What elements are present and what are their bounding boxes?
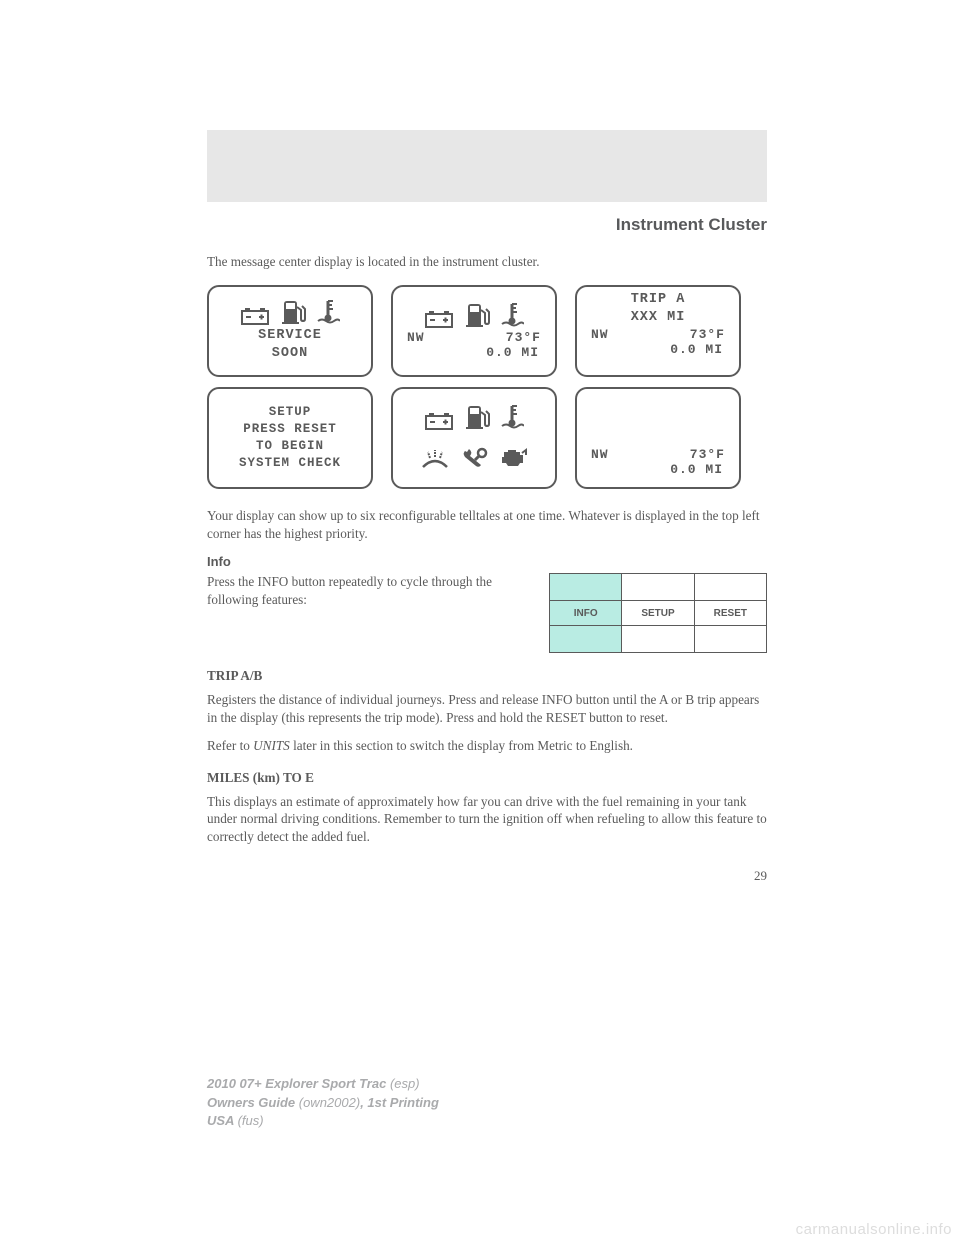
display-text: SOON: [272, 345, 308, 363]
fuel-icon: [464, 404, 490, 430]
compass-value: NW: [591, 327, 609, 342]
footer: 2010 07+ Explorer Sport Trac (esp) Owner…: [207, 1075, 439, 1130]
odo-value: 0.0 MI: [399, 345, 549, 360]
panel-cell: [550, 574, 622, 600]
odo-value: 0.0 MI: [583, 462, 733, 477]
setup-button[interactable]: SETUP: [622, 601, 694, 625]
temp-value: 73°F: [506, 330, 541, 345]
fuel-icon: [280, 299, 306, 325]
trip-para-2: Refer to UNITS later in this section to …: [207, 737, 767, 755]
trip-para-1: Registers the distance of individual jou…: [207, 691, 767, 727]
temp-icon: [500, 404, 524, 430]
panel-cell: [695, 626, 766, 652]
panel-cell: [695, 574, 766, 600]
display-row: NW 73°F: [583, 327, 733, 342]
wrench-icon: [460, 447, 488, 469]
temp-value: 73°F: [690, 447, 725, 462]
trip-value: XXX MI: [631, 309, 686, 327]
display-text: SETUP: [269, 404, 312, 421]
display-setup: SETUP PRESS RESET TO BEGIN SYSTEM CHECK: [207, 387, 373, 489]
footer-code: (esp): [390, 1076, 420, 1091]
display-text: SERVICE: [258, 327, 322, 345]
compass-value: NW: [407, 330, 425, 345]
text-span: later in this section to switch the disp…: [290, 738, 633, 753]
miles-heading: MILES (km) TO E: [207, 769, 767, 787]
reset-button[interactable]: RESET: [695, 601, 766, 625]
battery-icon: [424, 308, 454, 328]
miles-para: This displays an estimate of approximate…: [207, 793, 767, 846]
display-blank-compass: NW 73°F 0.0 MI: [575, 387, 741, 489]
content-area: Instrument Cluster The message center di…: [207, 215, 767, 884]
display-trip-a: TRIP A XXX MI NW 73°F 0.0 MI: [575, 285, 741, 377]
footer-region: USA: [207, 1113, 238, 1128]
info-button[interactable]: INFO: [550, 601, 622, 625]
fuel-icon: [464, 302, 490, 328]
panel-cell: [550, 626, 622, 652]
after-displays-text: Your display can show up to six reconfig…: [207, 507, 767, 543]
footer-guide: Owners Guide: [207, 1095, 299, 1110]
display-telltales: [391, 387, 557, 489]
compass-value: NW: [591, 447, 609, 462]
message-center-displays: SERVICE SOON NW 73°F 0.0 MI TRIP A XXX MI…: [207, 285, 767, 489]
text-span: Refer to: [207, 738, 253, 753]
battery-icon: [424, 410, 454, 430]
trip-heading: TRIP A/B: [207, 667, 767, 685]
odo-value: 0.0 MI: [583, 342, 733, 357]
display-text: TO BEGIN: [256, 438, 324, 455]
text-span-italic: UNITS: [253, 738, 290, 753]
trip-label: TRIP A: [631, 291, 686, 309]
display-compass-temp: NW 73°F 0.0 MI: [391, 285, 557, 377]
display-text: SYSTEM CHECK: [239, 455, 341, 472]
battery-icon: [240, 305, 270, 325]
footer-code: (own2002): [299, 1095, 360, 1110]
display-row: NW 73°F: [399, 330, 549, 345]
temp-icon: [500, 302, 524, 328]
temp-value: 73°F: [690, 327, 725, 342]
button-panel: INFO SETUP RESET: [549, 573, 767, 653]
info-text: Press the INFO button repeatedly to cycl…: [207, 573, 533, 609]
engine-icon: [498, 447, 528, 469]
panel-cell: [622, 574, 694, 600]
watermark: carmanualsonline.info: [796, 1221, 952, 1238]
temp-icon: [316, 299, 340, 325]
top-gray-band: [207, 130, 767, 202]
display-service-soon: SERVICE SOON: [207, 285, 373, 377]
page-number: 29: [207, 868, 767, 884]
panel-cell: [622, 626, 694, 652]
footer-code: (fus): [238, 1113, 264, 1128]
intro-text: The message center display is located in…: [207, 253, 767, 271]
washer-icon: [420, 447, 450, 469]
info-heading: Info: [207, 554, 767, 569]
display-text: PRESS RESET: [243, 421, 337, 438]
footer-model: 2010 07+ Explorer Sport Trac: [207, 1076, 390, 1091]
footer-printing: , 1st Printing: [360, 1095, 439, 1110]
section-title: Instrument Cluster: [207, 215, 767, 235]
display-row: NW 73°F: [583, 447, 733, 462]
